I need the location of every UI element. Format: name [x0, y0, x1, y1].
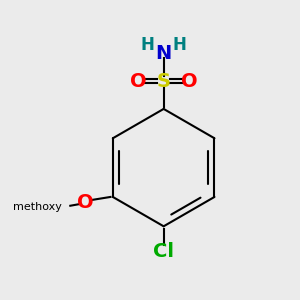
- Text: H: H: [141, 36, 154, 54]
- Text: O: O: [130, 72, 146, 91]
- Text: O: O: [76, 193, 93, 212]
- Text: H: H: [173, 36, 187, 54]
- Text: O: O: [181, 72, 198, 91]
- Text: N: N: [155, 44, 172, 63]
- Text: Cl: Cl: [153, 242, 174, 261]
- Text: S: S: [157, 72, 171, 91]
- Text: methoxy: methoxy: [13, 202, 61, 212]
